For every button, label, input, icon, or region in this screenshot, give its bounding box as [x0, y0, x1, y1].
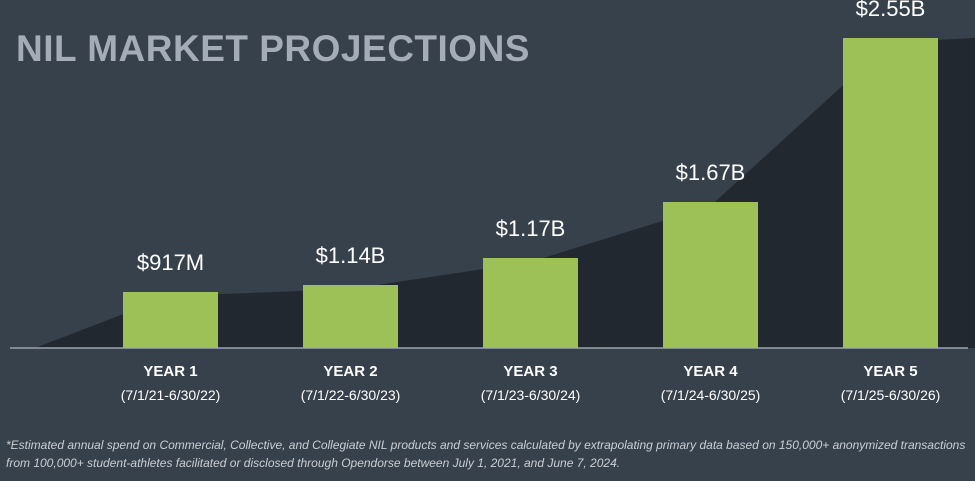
x-tick-sublabel-4: (7/1/24-6/30/25) [661, 387, 761, 403]
chart-title: NIL MARKET PROJECTIONS [16, 28, 530, 69]
x-tick-sublabel-3: (7/1/23-6/30/24) [481, 387, 581, 403]
bar-2 [303, 285, 398, 348]
bar-3 [483, 258, 578, 348]
x-tick-sublabel-2: (7/1/22-6/30/23) [301, 387, 401, 403]
footnote: *Estimated annual spend on Commercial, C… [6, 438, 966, 470]
x-tick-label-5: YEAR 5 [863, 363, 917, 380]
data-label-3: $1.17B [496, 216, 566, 241]
x-tick-label-4: YEAR 4 [683, 363, 738, 380]
x-tick-sublabel-5: (7/1/25-6/30/26) [841, 387, 941, 403]
bar-4 [663, 202, 758, 348]
data-label-5: $2.55B [856, 0, 926, 21]
data-label-2: $1.14B [316, 243, 386, 268]
x-tick-label-2: YEAR 2 [323, 363, 377, 380]
x-tick-sublabel-1: (7/1/21-6/30/22) [121, 387, 221, 403]
x-tick-label-3: YEAR 3 [503, 363, 557, 380]
data-label-4: $1.67B [676, 160, 746, 185]
bar-5 [843, 38, 938, 348]
bar-1 [123, 292, 218, 348]
x-tick-label-1: YEAR 1 [143, 363, 197, 380]
data-label-1: $917M [137, 250, 204, 275]
